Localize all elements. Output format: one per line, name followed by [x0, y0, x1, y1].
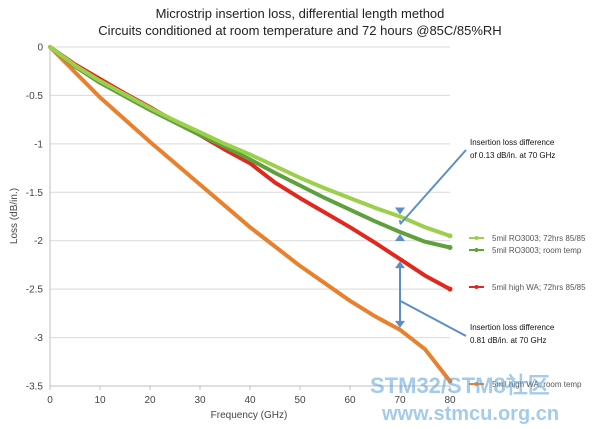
annotation-top-line1: Insertion loss difference — [470, 138, 555, 147]
y-tick-label: -3.5 — [26, 382, 44, 393]
watermark-line1: STM32/STM8社区 — [370, 373, 550, 398]
x-tick-label: 60 — [344, 395, 356, 406]
annotation-bottom-line2: 0.81 dB/in. at 70 GHz — [470, 336, 547, 345]
y-tick-label: -3 — [34, 333, 43, 344]
annotation-bottom-arrowhead-down — [395, 320, 405, 328]
x-axis-label: Frequency (GHz) — [211, 410, 288, 421]
x-tick-label: 80 — [444, 395, 456, 406]
y-axis-label: Loss (dB/in.) — [9, 188, 20, 244]
chart-title-line1: Microstrip insertion loss, differential … — [156, 6, 445, 21]
x-tick-label: 40 — [244, 395, 256, 406]
y-tick-label: -2 — [34, 236, 43, 247]
series-end-point-0 — [447, 378, 453, 384]
y-tick-label: 0 — [37, 43, 43, 54]
series-line-3 — [48, 45, 452, 238]
annotation-bottom-line1: Insertion loss difference — [470, 323, 555, 332]
watermark-line2: www.stmcu.org.cn — [381, 403, 559, 425]
annotation-arrows — [395, 149, 467, 337]
annotation-top-arrowhead-up — [395, 233, 405, 241]
legend-marker-0 — [474, 382, 479, 386]
annotation-top-line2: of 0.13 dB/in. at 70 GHz — [470, 151, 555, 160]
series-end-point-3 — [447, 233, 453, 239]
legend-label-2: 5mil RO3003; room temp — [492, 246, 582, 255]
y-tick-label: -0.5 — [26, 91, 44, 102]
series-line-0 — [48, 45, 452, 384]
x-tick-label: 20 — [144, 395, 156, 406]
x-tick-label: 70 — [394, 395, 406, 406]
legend-label-0: 5mil high WA; room temp — [492, 380, 582, 389]
legend-marker-2 — [474, 248, 479, 252]
annotation-bottom-arrowhead-up — [395, 261, 405, 269]
chart-title-line2: Circuits conditioned at room temperature… — [98, 23, 501, 38]
y-tick-label: -2.5 — [26, 285, 44, 296]
legend-label-1: 5mil high WA; 72hrs 85/85 — [492, 283, 586, 292]
grid — [50, 46, 450, 387]
legend-marker-1 — [474, 285, 479, 289]
x-tick-label: 50 — [294, 395, 306, 406]
annotation-top-arrowhead-down — [395, 207, 405, 215]
annotation-bottom-connector — [399, 299, 467, 337]
x-tick-label: 10 — [94, 395, 106, 406]
legend-label-3: 5mil RO3003; 72hrs 85/85 — [492, 234, 586, 243]
y-tick-label: -1.5 — [26, 188, 44, 199]
x-tick-label: 0 — [47, 395, 53, 406]
series-lines — [48, 45, 453, 384]
series-end-point-1 — [447, 286, 453, 292]
annotation-top-connector — [399, 149, 467, 225]
x-tick-label: 30 — [194, 395, 206, 406]
series-end-point-2 — [447, 244, 453, 250]
legend-marker-3 — [474, 236, 479, 240]
axes: 0-0.5-1-1.5-2-2.5-3-3.50 10 20 30 40 50 60 70 80 — [26, 43, 456, 407]
legend: 5mil RO3003; 72hrs 85/85 5mil RO3003; roo… — [469, 234, 586, 389]
y-tick-label: -1 — [34, 139, 43, 150]
